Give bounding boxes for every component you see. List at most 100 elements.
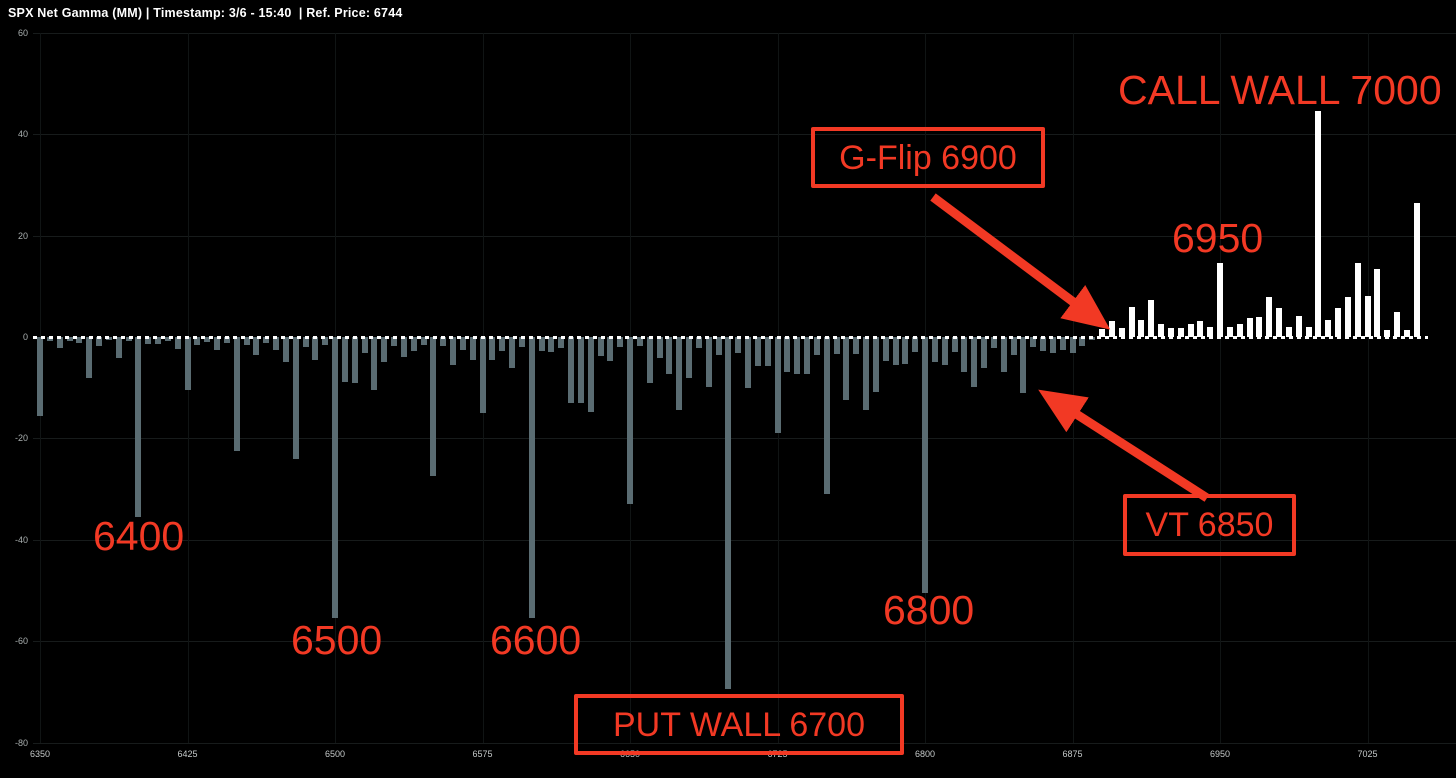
y-axis-label--80: -80 [14, 737, 28, 748]
gamma-bar-6675 [676, 337, 683, 410]
gamma-bar-6680 [686, 337, 692, 379]
gamma-bar-6790 [902, 337, 909, 364]
gamma-bar-6775 [872, 337, 879, 392]
gamma-bar-7000 [1315, 111, 1322, 337]
gridline-x-6875 [1073, 33, 1074, 743]
gamma-bar-6625 [577, 337, 584, 403]
gamma-bar-6610 [548, 337, 555, 352]
gamma-bar-6445 [223, 337, 230, 344]
x-axis-label-6500: 6500 [324, 749, 346, 759]
gamma-bar-7010 [1335, 308, 1341, 337]
arrow-vt-6850 [1038, 389, 1210, 502]
gamma-bar-6670 [666, 337, 673, 374]
gamma-bar-6605 [538, 337, 545, 351]
gamma-bar-6740 [804, 337, 810, 374]
gamma-bar-6710 [745, 337, 751, 389]
x-axis-label-6800: 6800 [914, 749, 936, 759]
gamma-bar-6940 [1197, 320, 1204, 337]
gamma-bar-6975 [1266, 296, 1273, 337]
gamma-bar-6635 [597, 337, 604, 356]
gamma-bar-6375 [86, 337, 93, 378]
gamma-bar-6455 [243, 337, 250, 345]
gridline-y--40 [33, 539, 1456, 541]
gamma-bar-6475 [282, 337, 289, 363]
gamma-bar-6615 [558, 337, 565, 349]
gridline-y--60 [33, 641, 1456, 643]
gamma-bar-6405 [145, 337, 152, 344]
x-axis-label-6575: 6575 [472, 749, 493, 759]
gamma-bar-6500 [332, 337, 338, 619]
gamma-bar-6785 [892, 337, 899, 365]
y-axis-label-40: 40 [17, 129, 28, 140]
gamma-bar-6700 [725, 337, 732, 690]
gamma-bar-6955 [1226, 326, 1233, 337]
gamma-bar-6580 [489, 337, 496, 360]
annotation-label-6950: 6950 [1172, 215, 1264, 261]
gamma-bar-6395 [125, 337, 132, 342]
gamma-bar-6930 [1177, 327, 1184, 337]
gamma-bar-6770 [863, 337, 869, 410]
annotation-label-6400: 6400 [93, 513, 185, 559]
gamma-bar-6800 [922, 337, 928, 594]
annotation-vt-6850: VT 6850 [1123, 494, 1296, 556]
gamma-bar-6410 [155, 337, 161, 345]
gridline-y-40 [33, 134, 1456, 136]
gridline-x-7025 [1368, 33, 1369, 743]
gamma-bar-6510 [351, 337, 358, 383]
x-axis-label-6875: 6875 [1062, 749, 1083, 759]
gamma-bar-6685 [695, 337, 702, 349]
gamma-bar-6895 [1108, 320, 1115, 337]
gamma-bar-6535 [400, 337, 407, 357]
gamma-bar-6735 [794, 337, 801, 374]
gamma-bar-6860 [1040, 337, 1046, 351]
gamma-bar-6730 [784, 337, 791, 373]
gamma-bar-6400 [135, 337, 142, 517]
x-axis-label-6350: 6350 [29, 749, 51, 759]
gamma-bar-6865 [1049, 337, 1056, 354]
gamma-bar-7030 [1374, 269, 1381, 337]
gamma-bar-6435 [204, 337, 211, 343]
gamma-bar-6425 [184, 337, 191, 391]
gamma-bar-6595 [518, 337, 525, 348]
gamma-bar-6855 [1030, 337, 1037, 348]
gamma-bar-6755 [833, 337, 840, 355]
gamma-bar-6965 [1246, 318, 1253, 337]
gamma-bar-6835 [990, 337, 997, 349]
gamma-bar-6820 [961, 337, 968, 372]
gamma-bar-7025 [1364, 296, 1371, 337]
gamma-bar-6420 [174, 337, 181, 350]
y-axis-label--20: -20 [14, 433, 28, 444]
annotation-label-6800: 6800 [883, 587, 975, 633]
gamma-bar-6765 [853, 337, 860, 355]
gamma-bar-6490 [312, 337, 319, 360]
gamma-bar-6810 [941, 337, 948, 365]
gamma-bar-6890 [1099, 329, 1105, 337]
gamma-bar-6960 [1236, 323, 1243, 337]
gamma-bar-6705 [735, 337, 742, 354]
gamma-bar-6515 [361, 337, 368, 354]
gamma-bar-6365 [66, 337, 73, 342]
gamma-bar-6520 [371, 337, 378, 391]
annotation-call-wall-7000: CALL WALL 7000 [1118, 67, 1442, 113]
gridline-x-6950 [1220, 33, 1221, 743]
gamma-bar-6720 [764, 337, 771, 366]
gamma-bar-6560 [450, 337, 456, 365]
gamma-bar-6545 [420, 337, 427, 345]
gamma-bar-6805 [931, 337, 938, 363]
gamma-bar-6695 [715, 337, 722, 356]
gamma-bar-6540 [410, 337, 417, 352]
gamma-bar-6715 [754, 337, 761, 366]
gridline-y-60 [33, 32, 1456, 34]
annotation-g-flip-6900: G-Flip 6900 [811, 127, 1045, 188]
gamma-bar-6995 [1305, 326, 1312, 337]
gamma-bar-7050 [1413, 203, 1420, 337]
gamma-bar-6935 [1187, 323, 1194, 337]
gamma-bar-6585 [499, 337, 506, 351]
y-axis-label--40: -40 [14, 534, 28, 545]
gamma-bar-6920 [1158, 323, 1164, 337]
y-axis-label-0: 0 [22, 332, 28, 342]
gamma-bar-6925 [1167, 327, 1174, 337]
gamma-bar-6530 [391, 337, 397, 347]
